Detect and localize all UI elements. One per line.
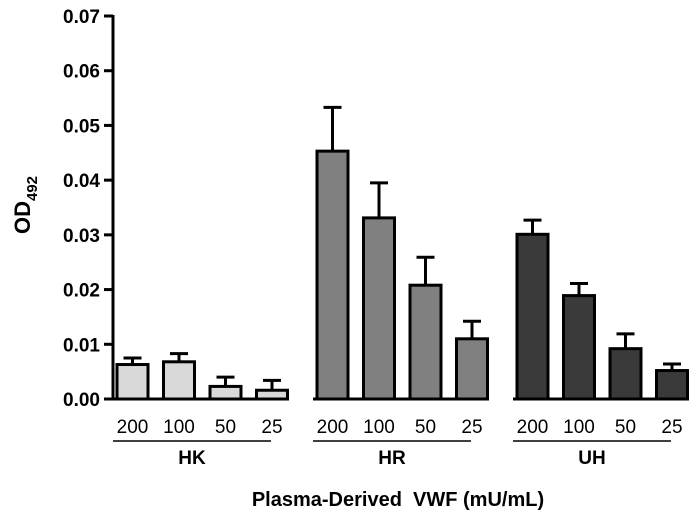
y-tick-label: 0.05 bbox=[63, 116, 100, 137]
bar-hr-50 bbox=[408, 283, 443, 401]
y-axis-title-subscript: 492 bbox=[24, 176, 41, 201]
bar-hk-50 bbox=[208, 384, 243, 401]
group-label-uh: UH bbox=[578, 448, 605, 469]
x-tick-label: 100 bbox=[163, 417, 195, 438]
x-tick-label: 200 bbox=[117, 417, 149, 438]
y-tick-label: 0.00 bbox=[63, 390, 100, 411]
x-tick-label: 25 bbox=[661, 417, 682, 438]
x-tick-label: 100 bbox=[363, 417, 395, 438]
bar-hr-100 bbox=[362, 216, 396, 401]
y-tick-label: 0.02 bbox=[63, 281, 100, 302]
x-tick-label: 50 bbox=[615, 417, 636, 438]
bar-hr-25 bbox=[455, 337, 489, 401]
y-tick-label: 0.03 bbox=[63, 226, 100, 247]
x-tick-label: 50 bbox=[215, 417, 236, 438]
bars bbox=[115, 105, 689, 401]
y-axis: 0.00 0.01 0.02 0.03 0.04 0.05 0.06 0.07 bbox=[63, 7, 115, 411]
x-tick-label: 50 bbox=[415, 417, 436, 438]
x-tick-label: 200 bbox=[517, 417, 549, 438]
y-tick-label: 0.04 bbox=[63, 171, 100, 192]
group-label-hr: HR bbox=[378, 448, 406, 469]
x-axis-title: Plasma-Derived VWF (mU/mL) bbox=[252, 489, 544, 511]
x-axis: 200 100 50 25 HK 200 100 50 25 HR 200 100 50 25 UH bbox=[112, 397, 687, 469]
x-tick-label: 25 bbox=[261, 417, 282, 438]
x-tick-label: 200 bbox=[317, 417, 349, 438]
bar-uh-50 bbox=[608, 347, 643, 401]
bar-hk-100 bbox=[162, 360, 196, 401]
x-tick-label: 25 bbox=[461, 417, 482, 438]
bar-uh-100 bbox=[562, 294, 596, 401]
bar-hk-200 bbox=[115, 363, 150, 401]
y-axis-title: OD492 bbox=[10, 176, 41, 234]
bar-hr-200 bbox=[315, 149, 350, 401]
y-tick-label: 0.01 bbox=[63, 335, 100, 356]
y-tick-label: 0.07 bbox=[63, 7, 100, 28]
bar-uh-200 bbox=[515, 232, 550, 401]
bar-uh-25 bbox=[655, 369, 689, 401]
group-label-hk: HK bbox=[178, 448, 206, 469]
x-tick-label: 100 bbox=[563, 417, 595, 438]
y-tick-label: 0.06 bbox=[63, 62, 100, 83]
y-axis-title-main: OD bbox=[10, 201, 35, 234]
